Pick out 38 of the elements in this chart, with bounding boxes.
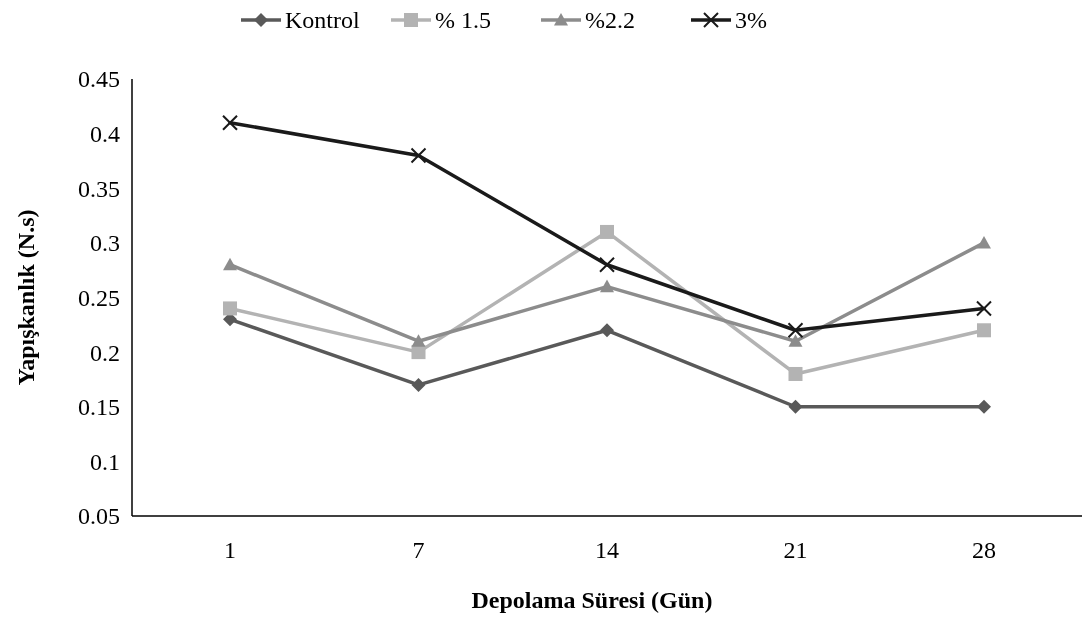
point: [599, 256, 615, 273]
point: [976, 235, 991, 249]
point: [222, 114, 239, 131]
point: [411, 334, 426, 347]
y-tick-label: 0.25: [78, 284, 120, 311]
point: [600, 323, 614, 338]
y-tick-label: 0.3: [90, 230, 120, 257]
y-tick-label: 0.1: [90, 448, 120, 475]
y-tick-label: 0.15: [78, 394, 120, 421]
legend-label: % 1.5: [435, 7, 491, 34]
point: [788, 334, 803, 347]
y-tick-label: 0.2: [90, 339, 120, 366]
point: [976, 323, 991, 338]
x-tick-label: 21: [783, 537, 808, 563]
point: [787, 322, 804, 339]
x-tick-label: 14: [595, 537, 619, 563]
point: [223, 257, 238, 271]
point: [223, 301, 238, 316]
point: [976, 399, 991, 414]
x-axis-title: Depolama Süresi (Gün): [471, 587, 713, 613]
point: [788, 366, 803, 381]
y-axis-title: Yapışkanlık (N.s): [13, 209, 39, 386]
point: [600, 224, 614, 239]
legend-label: Kontrol: [285, 7, 360, 34]
point: [975, 300, 992, 317]
point: [788, 399, 803, 414]
x-tick-label: 28: [971, 537, 996, 563]
legend-label: 3%: [735, 7, 767, 34]
x-tick-label: 1: [224, 537, 237, 563]
y-tick-label: 0.4: [90, 121, 120, 148]
legend-label: %2.2: [585, 7, 635, 34]
point: [410, 147, 427, 164]
y-tick-label: 0.45: [78, 66, 120, 93]
x-tick-label: 7: [412, 537, 425, 563]
point: [600, 279, 614, 293]
y-tick-label: 0.35: [78, 175, 120, 202]
y-tick-label: 0.05: [78, 503, 120, 530]
point: [411, 377, 426, 392]
